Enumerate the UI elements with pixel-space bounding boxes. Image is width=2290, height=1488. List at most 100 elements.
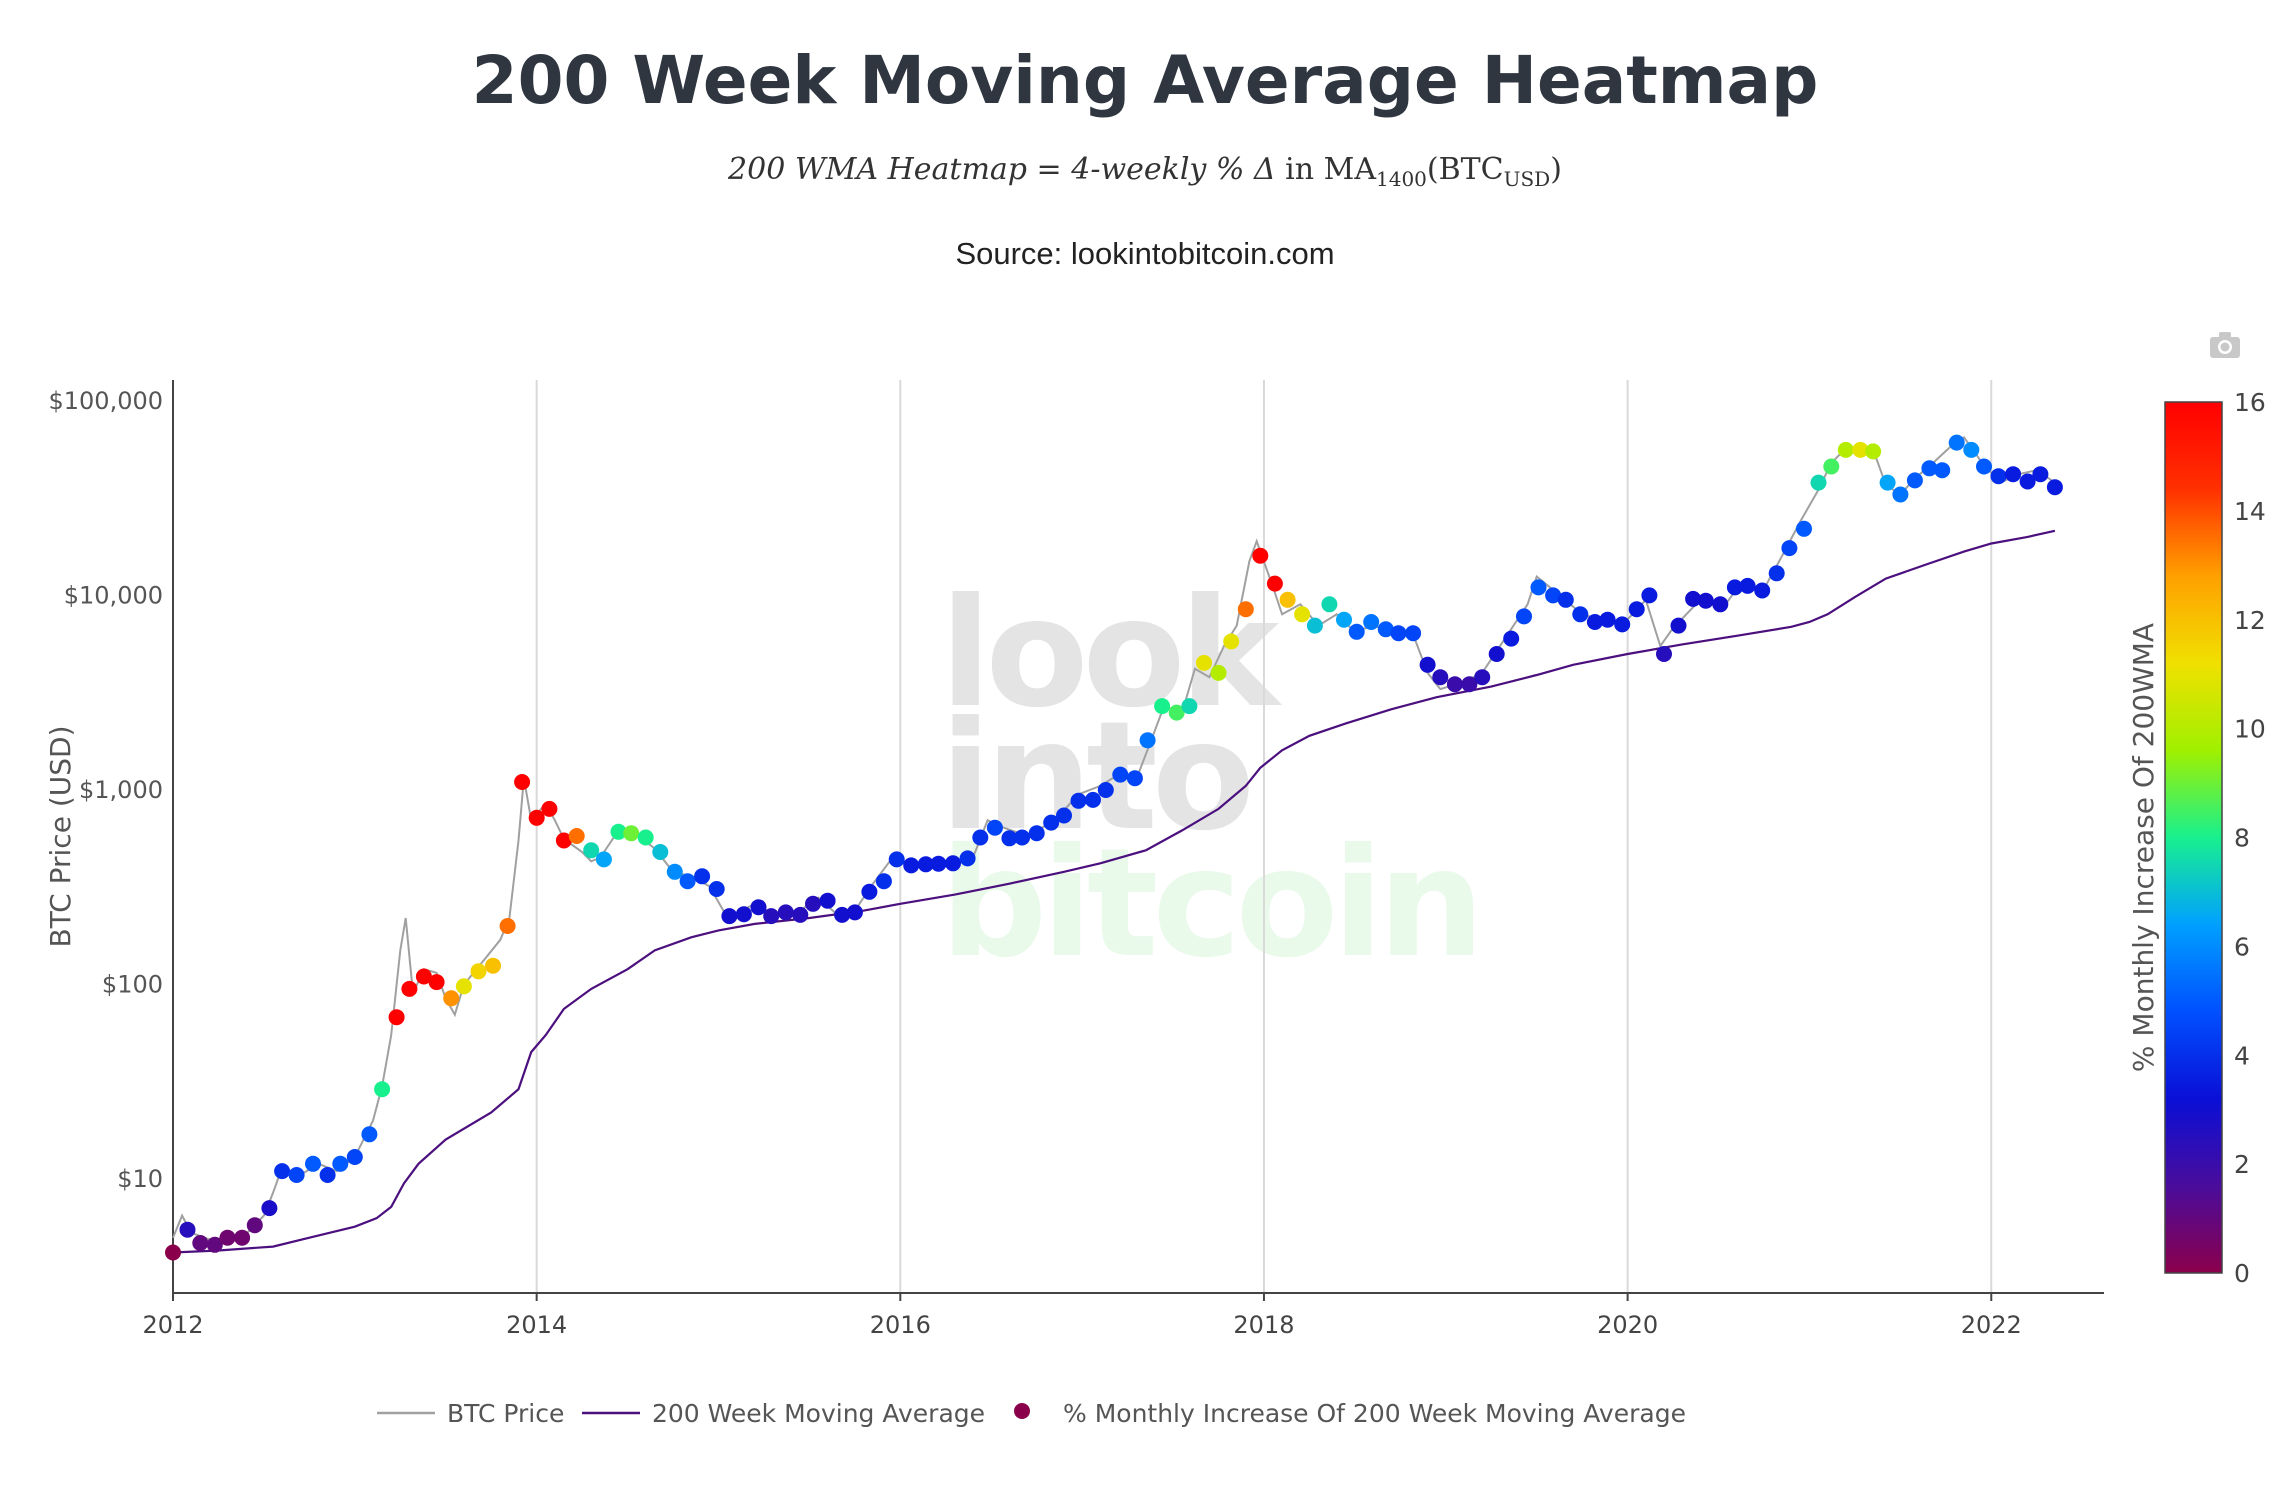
heatmap-point (568, 828, 585, 844)
heatmap-point (415, 968, 432, 985)
colorbar-tick-label: 4 (2234, 1041, 2250, 1070)
heatmap-point (1139, 732, 1156, 749)
x-tick-label: 2014 (506, 1311, 567, 1339)
colorbar (2164, 401, 2223, 1274)
heatmap-point (234, 1229, 251, 1246)
formula-eq: = (1036, 152, 1062, 187)
heatmap-point (945, 855, 961, 872)
heatmap-point (1432, 669, 1449, 686)
heatmap-point (1405, 625, 1422, 642)
heatmap-point (206, 1236, 223, 1253)
heatmap-point (846, 904, 863, 921)
legend-swatch-heatmap (1014, 1403, 1030, 1419)
heatmap-point (1586, 614, 1603, 630)
heatmap-point (1461, 676, 1478, 693)
heatmap-point (1990, 468, 2007, 485)
heatmap-point (1348, 623, 1365, 640)
heatmap-point (246, 1217, 263, 1234)
heatmap-point (261, 1200, 278, 1217)
heatmap-point (1530, 579, 1547, 596)
heatmap-point (1726, 579, 1743, 596)
heatmap-point (1097, 782, 1114, 798)
heatmap-point (1237, 601, 1254, 618)
heatmap-point (1266, 575, 1283, 592)
heatmap-point (1670, 617, 1687, 634)
colorbar-tick-label: 8 (2234, 824, 2250, 853)
heatmap-point (1210, 664, 1227, 681)
heatmap-point (428, 974, 445, 991)
heatmap-point (1976, 458, 1992, 475)
heatmap-markers (165, 434, 2063, 1261)
colorbar-tick-label: 12 (2234, 606, 2266, 635)
heatmap-point (792, 906, 809, 923)
heatmap-point (1614, 616, 1631, 633)
heatmap-point (2046, 479, 2063, 496)
heatmap-point (1154, 698, 1171, 715)
heatmap-point (1363, 614, 1380, 630)
heatmap-point (959, 850, 976, 867)
y-tick-label: $10 (117, 1165, 163, 1193)
heatmap-point (861, 883, 878, 900)
heatmap-point (541, 800, 558, 817)
y-tick-label: $10,000 (64, 581, 163, 609)
y-tick-label: $1,000 (79, 776, 163, 804)
heatmap-point (721, 908, 738, 925)
heatmap-point (1503, 630, 1520, 647)
heatmap-point (1823, 458, 1840, 475)
heatmap-point (972, 829, 989, 846)
heatmap-point (319, 1167, 336, 1183)
heatmap-point (1892, 486, 1909, 503)
formula-paren-close: ) (1550, 152, 1562, 187)
heatmap-point (1028, 825, 1045, 842)
heatmap-point (179, 1221, 196, 1238)
heatmap-point (1545, 587, 1562, 604)
heatmap-point (1865, 443, 1882, 460)
heatmap-point (1685, 590, 1702, 607)
chart-title: 200 Week Moving Average Heatmap (471, 42, 1819, 119)
y-axis-title: BTC Price (USD) (44, 725, 77, 947)
heatmap-point (763, 908, 780, 925)
heatmap-point (1070, 792, 1087, 809)
heatmap-point (1474, 669, 1491, 686)
heatmap-point (1390, 625, 1407, 642)
heatmap-point (1043, 814, 1060, 831)
heatmap-point (288, 1167, 305, 1183)
heatmap-point (735, 906, 752, 923)
heatmap-point (583, 842, 600, 859)
watermark-word: look (940, 567, 1283, 741)
heatmap-point (1126, 770, 1143, 787)
heatmap-point (930, 855, 947, 872)
heatmap-point (694, 868, 711, 885)
formula-in-ma: in MA (1285, 152, 1376, 187)
heatmap-point (1252, 547, 1269, 564)
heatmap-point (274, 1163, 291, 1180)
x-tick-label: 2020 (1597, 1311, 1658, 1339)
heatmap-point (514, 774, 531, 790)
heatmap-point (555, 832, 572, 849)
heatmap-point (1963, 441, 1980, 458)
heatmap-point (165, 1244, 181, 1261)
heatmap-point (1810, 474, 1827, 491)
heatmap-point (1446, 676, 1463, 693)
heatmap-point (1656, 646, 1672, 662)
heatmap-point (219, 1229, 236, 1246)
heatmap-point (888, 851, 905, 868)
legend-label-btc-price: BTC Price (447, 1399, 564, 1428)
heatmap-point (1921, 460, 1938, 477)
heatmap-point (1168, 704, 1185, 721)
colorbar-tick-label: 2 (2234, 1150, 2250, 1179)
camera-icon[interactable] (2208, 330, 2242, 360)
heatmap-point (470, 963, 487, 980)
heatmap-point (708, 881, 725, 897)
heatmap-point (1306, 617, 1323, 634)
heatmap-point (443, 990, 460, 1007)
heatmap-point (401, 980, 418, 997)
colorbar-title: % Monthly Increase Of 200WMA (2127, 623, 2160, 1072)
heatmap-point (388, 1009, 405, 1026)
heatmap-point (986, 819, 1003, 836)
legend: BTC Price 200 Week Moving Average % Monthl… (377, 1399, 1686, 1428)
heatmap-point (1294, 606, 1311, 623)
heatmap-point (2005, 466, 2022, 483)
heatmap-point (485, 957, 501, 974)
